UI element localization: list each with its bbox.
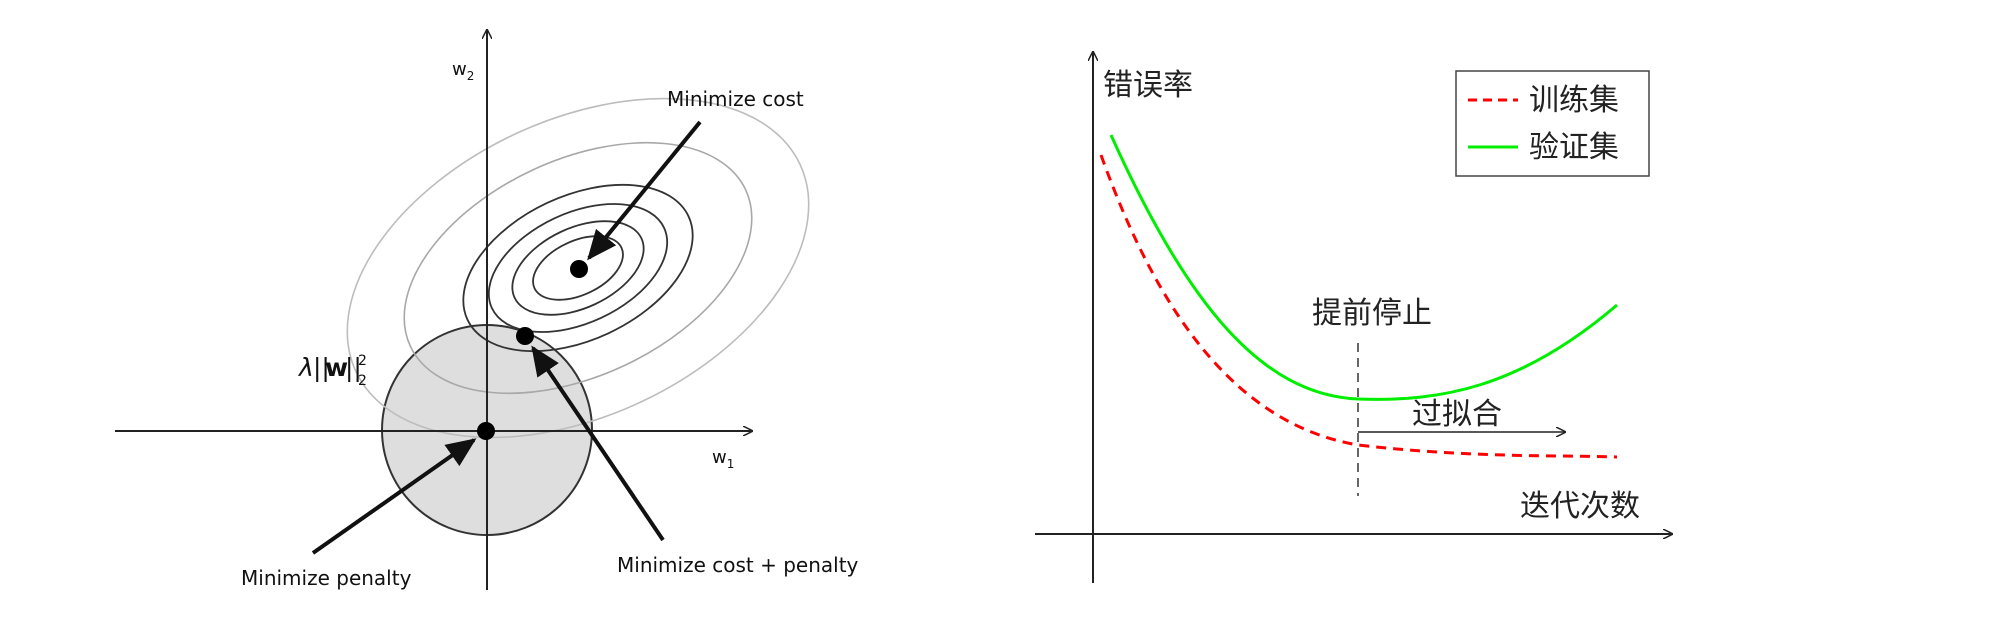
arrow-minimize-cost [587,120,702,261]
validation-curve [1109,134,1618,401]
minimize-cost-penalty-label: Minimize cost + penalty [617,553,859,577]
minimize-cost-label: Minimize cost [667,87,804,111]
minimize-penalty-label: Minimize penalty [241,566,412,590]
y-axis-label: 错误率 [1103,68,1193,103]
contour-ellipse [487,203,669,333]
contour-ellipse [511,220,645,316]
cost-minimum-point [570,260,588,278]
early-stop-label: 提前停止 [1312,296,1432,331]
training-curve [1099,154,1618,459]
penalized-solution-point [516,327,534,345]
legend-box [1455,70,1650,177]
penalty-term: λ || w || 2 2 [297,353,367,389]
contour-ellipse [532,235,624,301]
arrow-minimize-cost-penalty [531,345,665,542]
origin-point [477,422,495,440]
lambda-symbol: λ [297,353,314,382]
cost-contours [346,97,810,439]
norm-open: || [313,353,330,382]
w1-axis-label: w1 [712,447,734,471]
overfit-label: 过拟合 [1412,397,1502,432]
norm-subscript: 2 [358,373,367,389]
contour-ellipse [462,183,694,353]
legend-val-label: 验证集 [1529,130,1619,165]
contour-ellipse [346,97,810,439]
norm-close: || [345,353,362,382]
legend-train-label: 训练集 [1529,83,1619,118]
legend: 训练集 验证集 [1455,70,1650,177]
x-axis-label: 迭代次数 [1520,489,1640,524]
norm-superscript: 2 [358,353,367,369]
w2-axis-label: w2 [452,59,474,83]
arrow-minimize-penalty [311,438,477,555]
right-panel: 错误率 迭代次数 提前停止 过拟合 训练集 验证集 [1035,52,1672,583]
weight-vector: w [325,353,348,382]
contour-ellipse [403,141,753,395]
left-panel: w1 w2 Minimize cost Minimize penalty Min… [115,30,859,590]
